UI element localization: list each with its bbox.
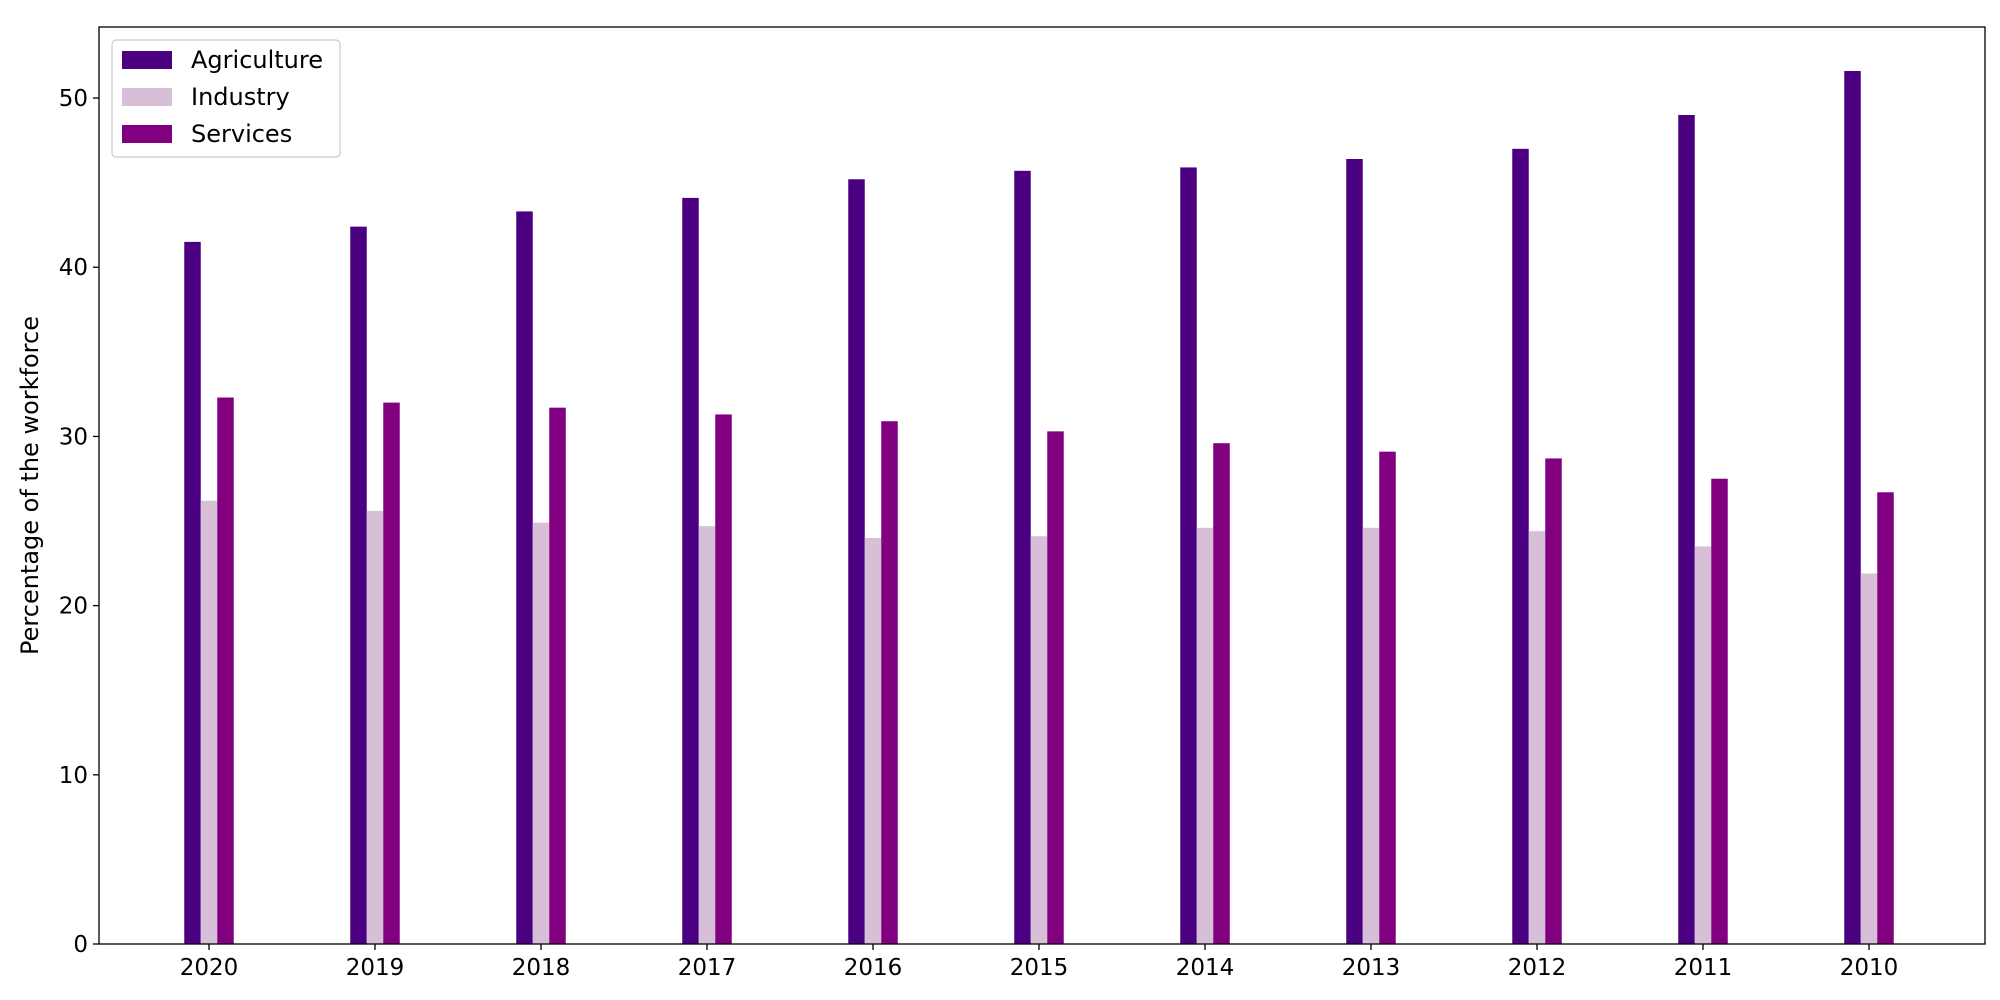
bar-industry-2012 xyxy=(1528,531,1546,944)
y-tick-label: 30 xyxy=(59,424,88,450)
bar-services-2015 xyxy=(1047,431,1064,944)
y-axis: 0 10 20 30 40 50 xyxy=(59,86,99,958)
y-tick-label: 0 xyxy=(73,932,88,958)
bar-services-2010 xyxy=(1877,492,1894,944)
x-tick-label: 2017 xyxy=(678,955,737,981)
bar-services-2016 xyxy=(881,421,898,945)
bar-services-2011 xyxy=(1711,478,1728,944)
y-tick-label: 40 xyxy=(59,255,88,281)
bar-services-2018 xyxy=(549,407,566,944)
bar-agriculture-2013 xyxy=(1346,158,1363,945)
bar-industry-2015 xyxy=(1030,536,1048,944)
y-axis-label: Percentage of the workforce xyxy=(16,316,44,655)
bar-agriculture-2019 xyxy=(350,226,367,944)
bar-services-2017 xyxy=(715,414,732,944)
bar-agriculture-2016 xyxy=(848,179,865,944)
x-tick-label: 2020 xyxy=(180,955,239,981)
bar-agriculture-2015 xyxy=(1014,170,1031,944)
bar-services-2012 xyxy=(1545,458,1562,944)
bars-layer xyxy=(184,70,1894,945)
bar-services-2020 xyxy=(217,397,234,944)
bar-agriculture-2020 xyxy=(184,241,201,944)
legend-swatch-services xyxy=(122,125,172,143)
x-tick-label: 2016 xyxy=(844,955,903,981)
bar-services-2013 xyxy=(1379,451,1396,944)
legend-label-industry: Industry xyxy=(191,83,290,111)
plot-frame xyxy=(98,26,1986,945)
y-tick-label: 10 xyxy=(59,763,88,789)
x-tick-label: 2015 xyxy=(1010,955,1069,981)
bar-agriculture-2014 xyxy=(1180,167,1197,944)
bar-services-2014 xyxy=(1213,443,1230,944)
bar-services-2019 xyxy=(383,402,400,945)
legend-label-agriculture: Agriculture xyxy=(191,46,323,74)
x-tick-label: 2011 xyxy=(1674,955,1733,981)
bar-agriculture-2017 xyxy=(682,197,699,944)
legend-label-services: Services xyxy=(191,120,292,148)
y-tick-label: 50 xyxy=(59,86,88,112)
bar-industry-2014 xyxy=(1196,527,1214,944)
x-tick-label: 2019 xyxy=(346,955,405,981)
x-tick-label: 2018 xyxy=(512,955,571,981)
bar-industry-2019 xyxy=(366,510,384,944)
bar-industry-2020 xyxy=(200,500,218,944)
bar-industry-2017 xyxy=(698,526,716,944)
bar-industry-2013 xyxy=(1362,527,1380,944)
bar-industry-2011 xyxy=(1694,546,1712,944)
bar-industry-2010 xyxy=(1860,573,1878,944)
x-tick-label: 2014 xyxy=(1176,955,1235,981)
x-tick-label: 2010 xyxy=(1840,955,1899,981)
bar-agriculture-2011 xyxy=(1678,114,1695,945)
x-axis: 2020 2019 2018 2017 2016 2015 2014 2013 2012 2011… xyxy=(180,944,1899,981)
legend-swatch-industry xyxy=(122,88,172,106)
bar-agriculture-2018 xyxy=(516,211,533,945)
bar-agriculture-2012 xyxy=(1512,148,1529,944)
bar-industry-2016 xyxy=(864,537,882,944)
bar-agriculture-2010 xyxy=(1844,70,1861,945)
y-tick-label: 20 xyxy=(59,594,88,620)
x-tick-label: 2013 xyxy=(1342,955,1401,981)
legend-swatch-agriculture xyxy=(122,51,172,69)
x-tick-label: 2012 xyxy=(1508,955,1567,981)
legend: Agriculture Industry Services xyxy=(111,39,341,158)
bar-industry-2018 xyxy=(532,522,550,944)
